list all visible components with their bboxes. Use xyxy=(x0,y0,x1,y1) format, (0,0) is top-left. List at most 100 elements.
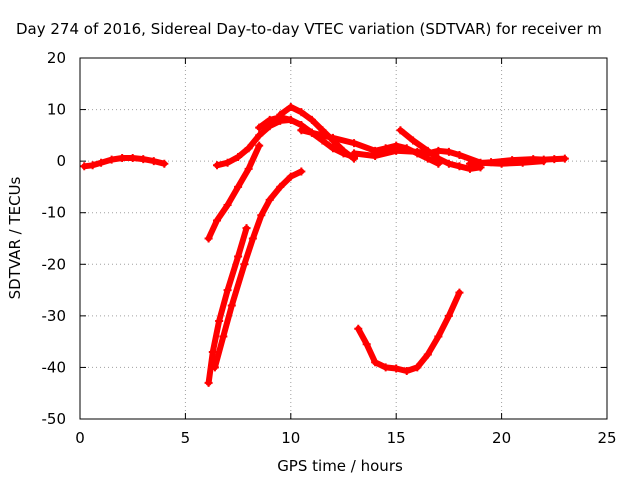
data-point xyxy=(97,158,106,167)
data-point xyxy=(465,159,474,168)
x-tick-label: 0 xyxy=(75,429,85,447)
data-point xyxy=(529,155,538,164)
data-point xyxy=(139,155,148,164)
data-point xyxy=(204,234,213,243)
data-point xyxy=(434,154,443,163)
data-point xyxy=(413,363,422,372)
plot-frame xyxy=(79,57,608,420)
data-point xyxy=(107,155,116,164)
data-point xyxy=(213,161,222,170)
data-point xyxy=(297,108,306,117)
x-tick-label: 5 xyxy=(181,429,191,447)
data-point xyxy=(88,161,97,170)
data-point xyxy=(244,144,253,153)
x-tick-label: 20 xyxy=(492,429,511,447)
data-point xyxy=(423,350,432,359)
x-tick-label: 25 xyxy=(597,429,616,447)
data-point xyxy=(354,324,363,333)
data-point xyxy=(149,157,158,166)
data-point xyxy=(265,115,274,124)
data-point xyxy=(350,139,359,148)
data-point xyxy=(297,167,306,176)
data-point xyxy=(219,332,228,341)
data-point xyxy=(128,154,137,163)
y-tick-label: 0 xyxy=(56,152,66,170)
data-point xyxy=(297,126,306,135)
y-tick-label: 20 xyxy=(47,49,66,67)
data-point xyxy=(234,252,243,261)
data-point xyxy=(487,158,496,167)
data-point xyxy=(409,136,418,145)
data-point xyxy=(328,133,337,142)
y-tick-label: -20 xyxy=(42,255,67,273)
data-point xyxy=(248,234,257,243)
data-point xyxy=(560,154,569,163)
data-point xyxy=(265,195,274,204)
data-point xyxy=(223,286,232,295)
data-point xyxy=(444,311,453,320)
series-line-3 xyxy=(205,142,263,242)
data-point xyxy=(240,260,249,269)
data-point xyxy=(402,367,411,376)
data-point xyxy=(286,102,295,111)
data-point xyxy=(286,172,295,181)
data-point xyxy=(118,154,127,163)
data-point xyxy=(455,150,464,159)
data-point xyxy=(434,332,443,341)
series-line-4 xyxy=(205,225,250,386)
data-point xyxy=(215,317,224,326)
x-tick-label: 10 xyxy=(281,429,300,447)
data-point xyxy=(257,211,266,220)
series-layer xyxy=(80,102,569,387)
data-point xyxy=(539,155,548,164)
data-point xyxy=(208,347,217,356)
data-point xyxy=(444,147,453,156)
data-point xyxy=(286,115,295,124)
data-point xyxy=(234,153,243,162)
data-point xyxy=(392,146,401,155)
data-point xyxy=(223,200,232,209)
data-point xyxy=(455,162,464,171)
data-point xyxy=(234,182,243,191)
x-axis-label: GPS time / hours xyxy=(277,457,403,475)
data-point xyxy=(160,159,169,168)
data-point xyxy=(371,358,380,367)
data-point xyxy=(392,364,401,373)
data-point xyxy=(362,340,371,349)
data-point xyxy=(242,224,251,233)
data-point xyxy=(423,149,432,158)
y-tick-label: -50 xyxy=(42,410,67,428)
data-point xyxy=(434,146,443,155)
data-point xyxy=(276,110,285,119)
data-point xyxy=(213,216,222,225)
chart-title: Day 274 of 2016, Sidereal Day-to-day VTE… xyxy=(16,20,602,38)
tick-layer: 0 5 10 15 20 25 20 10 0 -10 -20 -30 -40 -50 xyxy=(42,49,617,447)
data-point xyxy=(244,164,253,173)
data-point xyxy=(444,159,453,168)
data-point xyxy=(307,128,316,137)
y-tick-label: -30 xyxy=(42,307,67,325)
data-point xyxy=(371,151,380,160)
data-point xyxy=(255,131,264,140)
data-point xyxy=(455,288,464,297)
data-point xyxy=(350,149,359,158)
data-point xyxy=(80,162,89,171)
y-tick-label: 10 xyxy=(47,101,66,119)
data-point xyxy=(381,363,390,372)
data-point xyxy=(227,301,236,310)
series-line-5 xyxy=(211,168,305,371)
data-point xyxy=(255,123,264,132)
data-point xyxy=(204,378,213,387)
y-tick-label: -10 xyxy=(42,204,67,222)
data-point xyxy=(550,155,559,164)
data-point xyxy=(413,147,422,156)
y-axis-label: SDTVAR / TECUs xyxy=(6,176,24,299)
data-point xyxy=(255,141,264,150)
data-point xyxy=(508,156,517,165)
data-point xyxy=(223,158,232,167)
data-point xyxy=(339,146,348,155)
data-point xyxy=(307,115,316,124)
x-tick-label: 15 xyxy=(387,429,406,447)
